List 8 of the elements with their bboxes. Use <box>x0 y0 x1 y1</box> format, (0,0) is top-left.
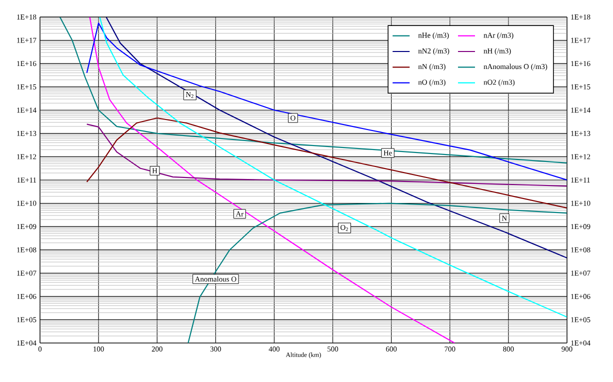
line-series <box>86 22 567 181</box>
line-series <box>106 16 567 258</box>
line-series <box>86 124 567 187</box>
line-series <box>89 16 456 343</box>
line-series <box>59 16 567 164</box>
line-series <box>99 16 567 318</box>
line-series <box>188 202 567 343</box>
line-series <box>86 117 567 209</box>
